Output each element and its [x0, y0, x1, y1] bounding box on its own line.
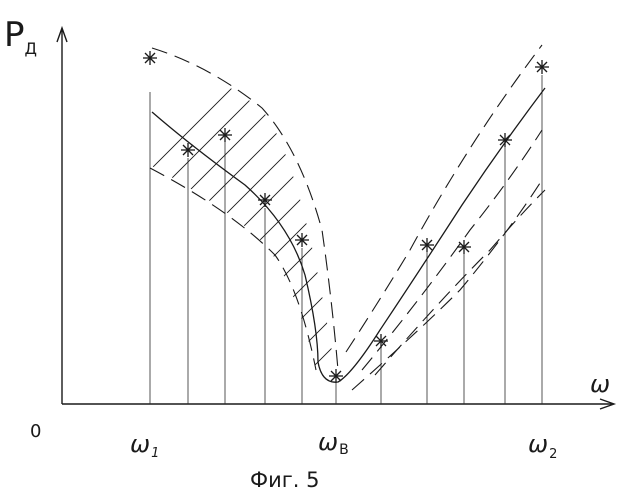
data-point: [143, 51, 157, 65]
data-point: [420, 238, 434, 252]
data-points: [143, 51, 549, 383]
y-axis-label-sub: Д: [25, 39, 38, 58]
left-band-upper: [152, 48, 338, 370]
y-axis-label-main: P: [4, 15, 25, 55]
right-band-inner-1: [362, 130, 542, 370]
origin-label: 0: [30, 421, 41, 442]
tick-label-omega-b: ωB: [318, 428, 349, 458]
right-band-lower: [352, 180, 542, 390]
data-point: [218, 128, 232, 142]
data-point: [181, 143, 195, 157]
figure-caption: Фиг. 5: [250, 468, 319, 492]
data-point: [498, 133, 512, 147]
data-point: [457, 240, 471, 254]
data-point: [329, 369, 343, 383]
tick-label-omega-2: ω2: [528, 430, 557, 462]
data-point: [258, 193, 272, 207]
axes: [57, 28, 614, 409]
data-point: [535, 60, 549, 74]
right-band-inner-2: [375, 190, 545, 375]
main-curve: [152, 88, 545, 382]
data-point: [295, 233, 309, 247]
data-point: [374, 334, 388, 348]
tick-label-omega-1: ω1: [130, 430, 159, 461]
vertical-lines: [150, 75, 542, 404]
x-axis-label: ω: [590, 370, 610, 398]
y-axis-label: PД: [4, 15, 37, 58]
